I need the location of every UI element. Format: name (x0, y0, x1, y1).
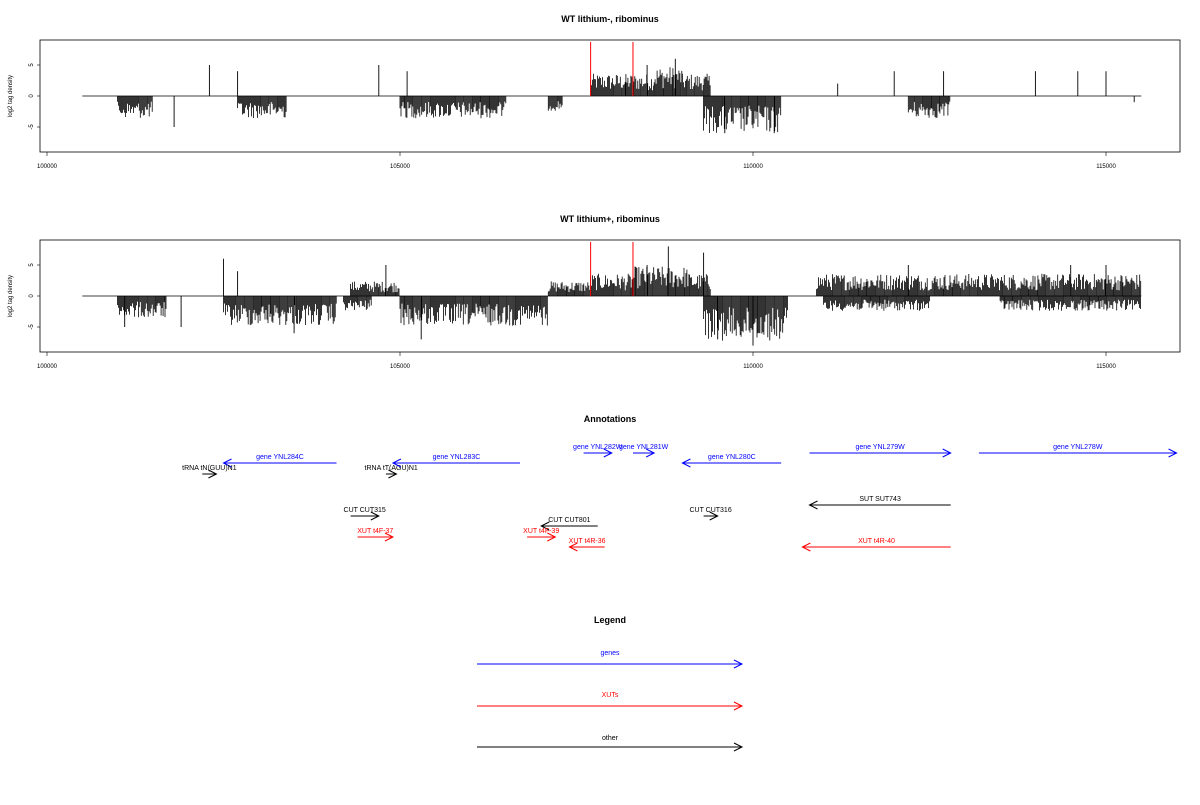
feature-label: gene YNL283C (433, 454, 481, 461)
feature-gene: gene YNL281W (619, 444, 669, 458)
x-tick-label: 100000 (37, 164, 58, 170)
feature-gene: gene YNL282W (573, 444, 623, 458)
feature-label: SUT SUT743 (859, 496, 901, 503)
arrow-left-icon (540, 521, 550, 531)
arrow-right-icon (733, 742, 744, 752)
arrow-right-icon (709, 511, 719, 521)
feature-label: XUT t4F-37 (357, 528, 393, 535)
arrow-right-icon (645, 448, 656, 458)
feature-xut: XUT t4R-40 (801, 538, 951, 552)
x-axis: 100000 105000 110000 115000 (37, 152, 1116, 170)
arrow-right-icon (208, 469, 218, 479)
feature-other: CUT CUT316 (689, 507, 732, 521)
feature-label: XUT t4F-39 (523, 528, 559, 535)
feature-label: tRNA tN(GUU)N1 (182, 465, 237, 472)
feature-gene: gene YNL283C (391, 454, 520, 468)
x-tick-label: 105000 (390, 164, 411, 170)
feature-other: tRNA tT(AGU)N1 (365, 465, 418, 479)
x-tick-label: 110000 (743, 364, 763, 370)
feature-label: CUT CUT316 (689, 507, 731, 514)
legend-item-genes: genes (477, 650, 744, 669)
arrow-right-icon (1168, 448, 1178, 458)
feature-label: gene YNL281W (619, 444, 669, 451)
feature-label: gene YNL278W (1053, 444, 1103, 451)
feature-label: gene YNL282W (573, 444, 623, 451)
feature-label: CUT CUT315 (344, 507, 386, 514)
arrow-right-icon (370, 511, 380, 521)
feature-gene: gene YNL280C (681, 454, 782, 468)
arrow-right-icon (603, 448, 613, 458)
annotations-track: Annotations gene YNL284C tRNA tN(GUU)N1 tR… (182, 414, 1178, 552)
feature-other: CUT CUT315 (344, 507, 386, 521)
legend-label: genes (600, 650, 620, 657)
y-tick-label: -5 (29, 124, 35, 130)
feature-label: gene YNL280C (708, 454, 756, 461)
y-tick-label: -5 (29, 324, 35, 330)
track-panel-lithium-plus: WT lithium+, ribominus log2 tag density … (8, 214, 1181, 370)
feature-xut: XUT t4F-39 (523, 528, 559, 542)
arrow-right-icon (733, 701, 744, 711)
y-axis-label: log2 tag density (8, 275, 14, 317)
legend-title: Legend (594, 615, 626, 625)
x-tick-label: 115000 (1096, 364, 1116, 370)
x-axis: 100000 105000 110000 115000 (37, 352, 1116, 370)
legend-label: XUTs (602, 692, 619, 699)
feature-label: gene YNL284C (256, 454, 304, 461)
legend: Legend genes XUTs other (477, 615, 744, 752)
arrow-right-icon (733, 659, 744, 669)
legend-item-other: other (477, 735, 744, 752)
x-tick-label: 115000 (1096, 164, 1116, 170)
arrow-right-icon (942, 448, 952, 458)
y-axis: 5 0 -5 (29, 263, 40, 330)
feature-label: XUT t4R-40 (858, 538, 895, 545)
y-axis-label: log2 tag density (8, 75, 14, 117)
x-tick-label: 110000 (743, 164, 763, 170)
arrow-left-icon (222, 458, 232, 468)
arrow-left-icon (568, 542, 578, 552)
feature-label: tRNA tT(AGU)N1 (365, 465, 418, 472)
arrow-left-icon (681, 458, 691, 468)
feature-other: SUT SUT743 (808, 496, 951, 510)
panel-title: WT lithium+, ribominus (560, 214, 660, 224)
feature-gene: gene YNL279W (809, 444, 952, 458)
coverage-bars (82, 242, 1142, 346)
feature-label: CUT CUT801 (548, 517, 590, 524)
feature-label: gene YNL279W (855, 444, 905, 451)
x-tick-label: 105000 (390, 364, 411, 370)
feature-xut: XUT t4R-36 (568, 538, 606, 552)
y-tick-label: 0 (29, 94, 35, 98)
annotations-title: Annotations (584, 414, 637, 424)
y-tick-label: 5 (29, 63, 35, 67)
legend-label: other (602, 735, 619, 742)
feature-other: tRNA tN(GUU)N1 (182, 465, 237, 479)
feature-xut: XUT t4F-37 (357, 528, 395, 542)
x-tick-label: 100000 (37, 364, 58, 370)
arrow-right-icon (384, 532, 395, 542)
feature-gene: gene YNL278W (978, 444, 1178, 458)
y-tick-label: 5 (29, 263, 35, 267)
feature-list: gene YNL284C tRNA tN(GUU)N1 tRNA tT(AGU)N1… (182, 444, 1178, 552)
arrow-left-icon (801, 542, 811, 552)
feature-label: XUT t4R-36 (569, 538, 606, 545)
legend-item-xuts: XUTs (477, 692, 744, 711)
y-axis: 5 0 -5 (29, 63, 40, 130)
feature-other: CUT CUT801 (540, 517, 598, 531)
panel-title: WT lithium-, ribominus (561, 14, 659, 24)
arrow-right-icon (388, 469, 398, 479)
coverage-bars (82, 42, 1142, 134)
track-panel-lithium-minus: WT lithium-, ribominus log2 tag density … (8, 14, 1181, 170)
y-tick-label: 0 (29, 294, 35, 298)
arrow-left-icon (391, 458, 402, 468)
arrow-left-icon (808, 500, 818, 510)
feature-gene: gene YNL284C (222, 454, 337, 468)
arrow-right-icon (547, 532, 557, 542)
